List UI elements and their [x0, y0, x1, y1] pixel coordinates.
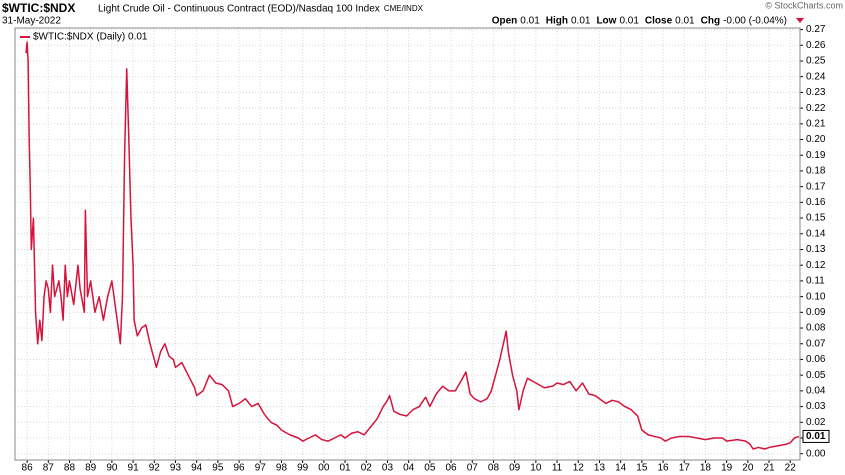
y-tick-label: 0.20	[806, 134, 826, 145]
y-tick-label: 0.06	[806, 354, 826, 365]
last-value-box	[802, 429, 830, 443]
y-tick-label: 0.25	[806, 56, 826, 67]
x-tick-label: 00	[318, 463, 330, 474]
y-tick-label: 0.27	[806, 24, 826, 35]
x-tick-label: 16	[657, 463, 669, 474]
x-tick-label: 06	[446, 463, 458, 474]
x-tick-label: 88	[64, 463, 76, 474]
y-tick-label: 0.14	[806, 228, 826, 239]
y-tick-label: 0.26	[806, 40, 826, 51]
x-tick-label: 15	[636, 463, 648, 474]
quote: Open 0.01 High 0.01 Low 0.01 Close 0.01 Chg -0.00…	[492, 16, 787, 27]
credit: © StockCharts.com	[765, 0, 843, 10]
x-tick-label: 10	[530, 463, 542, 474]
y-tick-label: 0.09	[806, 307, 826, 318]
x-tick-label: 08	[488, 463, 500, 474]
quote-value: 0.01	[520, 16, 540, 27]
x-tick-label: 14	[615, 463, 627, 474]
quote-value: 0.01	[571, 16, 591, 27]
y-tick-label: 0.12	[806, 260, 826, 271]
x-tick-label: 20	[742, 463, 754, 474]
y-tick-label: 0.08	[806, 323, 826, 334]
y-tick-label: 0.22	[806, 103, 826, 114]
quote-value: 0.01	[675, 16, 695, 27]
y-tick-label: 0.21	[806, 118, 826, 129]
x-tick-label: 86	[22, 463, 34, 474]
y-tick-label: 0.19	[806, 150, 826, 161]
quote-label: Low	[596, 16, 616, 27]
y-tick-label: 0.02	[806, 417, 826, 428]
y-tick-label: 0.18	[806, 166, 826, 177]
quote-label: Chg	[701, 16, 720, 27]
y-tick-label: 0.16	[806, 197, 826, 208]
x-tick-label: 91	[128, 463, 140, 474]
down-arrow	[796, 18, 804, 23]
x-tick-label: 09	[509, 463, 521, 474]
line	[25, 41, 800, 450]
x-tick-label: 11	[552, 463, 563, 474]
legend-label: $WTIC:$NDX (Daily) 0.01	[33, 32, 148, 43]
y-tick-label: 0.13	[806, 244, 826, 255]
chart-subtitle: Light Crude Oil - Continuous Contract (E…	[98, 4, 380, 15]
x-tick-label: 87	[43, 463, 55, 474]
x-tick-label: 19	[721, 463, 733, 474]
quote-label: High	[546, 16, 568, 27]
x-tick-label: 90	[106, 463, 118, 474]
x-tick-label: 21	[763, 463, 775, 474]
x-tick-label: 95	[212, 463, 224, 474]
last-value-label: 0.01	[806, 431, 826, 442]
quote-value: -0.00 (-0.04%)	[723, 16, 787, 27]
y-tick-label: 0.17	[806, 181, 826, 192]
chart-title: $WTIC:$NDX	[2, 1, 75, 15]
y-tick-label: 0.23	[806, 87, 826, 98]
x-tick-label: 01	[340, 463, 352, 474]
x-tick-label: 92	[149, 463, 161, 474]
x-tick-label: 12	[573, 463, 585, 474]
y-tick-label: 0.11	[806, 276, 825, 287]
y-tick-label: 0.00	[806, 448, 826, 459]
quote-value: 0.01	[619, 16, 639, 27]
x-tick-label: 94	[191, 463, 203, 474]
x-tick-label: 04	[403, 463, 415, 474]
x-tick-label: 17	[679, 463, 691, 474]
y-tick-label: 0.03	[806, 401, 826, 412]
x-tick-label: 05	[424, 463, 436, 474]
y-tick-label: 0.24	[806, 71, 826, 82]
quote-label: Open	[492, 16, 518, 27]
y-tick-label: 0.15	[806, 213, 826, 224]
x-tick-label: 97	[255, 463, 267, 474]
x-tick-label: 22	[785, 463, 797, 474]
date: 31-May-2022	[2, 16, 61, 27]
y-tick-label: 0.07	[806, 338, 826, 349]
x-tick-label: 98	[276, 463, 288, 474]
x-tick-label: 89	[85, 463, 97, 474]
x-tick-label: 96	[234, 463, 246, 474]
y-tick-label: 0.05	[806, 370, 826, 381]
exchange: CME/INDX	[384, 4, 424, 13]
y-tick-label: 0.10	[806, 291, 826, 302]
x-tick-label: 18	[700, 463, 712, 474]
x-tick-label: 13	[594, 463, 606, 474]
x-tick-label: 93	[170, 463, 182, 474]
y-tick-label: 0.04	[806, 386, 826, 397]
x-tick-label: 03	[382, 463, 394, 474]
x-tick-label: 99	[297, 463, 309, 474]
quote-label: Close	[645, 16, 673, 27]
x-tick-label: 07	[467, 463, 479, 474]
plot-frame	[14, 27, 801, 461]
x-tick-label: 02	[361, 463, 373, 474]
